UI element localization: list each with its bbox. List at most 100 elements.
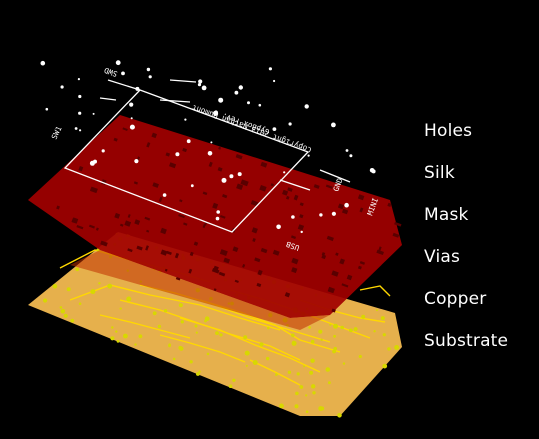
mask-opening xyxy=(335,252,339,256)
hole xyxy=(60,85,64,89)
mask-opening xyxy=(256,282,262,288)
mask-opening xyxy=(219,249,228,256)
via xyxy=(63,313,68,318)
mask-opening xyxy=(127,214,131,218)
hole xyxy=(319,213,323,217)
hole xyxy=(344,202,349,208)
mask-opening xyxy=(291,267,298,274)
via xyxy=(111,326,114,329)
mask-opening xyxy=(222,194,228,199)
via xyxy=(275,373,278,376)
mask-opening xyxy=(146,142,151,148)
via xyxy=(152,311,157,316)
hole xyxy=(238,85,243,90)
mask-opening xyxy=(234,279,239,283)
mask-opening xyxy=(331,308,336,313)
mask-opening xyxy=(392,232,400,238)
via xyxy=(90,289,96,295)
via xyxy=(138,334,143,339)
via xyxy=(329,323,332,326)
legend-holes-label: Holes xyxy=(424,121,473,141)
hole xyxy=(45,107,49,111)
mask-opening xyxy=(240,179,249,187)
via xyxy=(340,325,345,330)
mask-opening xyxy=(326,235,334,242)
hole xyxy=(130,117,133,120)
via xyxy=(178,345,183,350)
hole xyxy=(268,67,272,71)
via xyxy=(228,384,233,389)
mask-opening xyxy=(144,216,151,221)
hole xyxy=(162,193,167,197)
mask-opening xyxy=(232,246,239,253)
mask-layer-lower-band xyxy=(70,250,330,330)
mask-opening xyxy=(339,258,345,265)
mask-opening xyxy=(179,199,183,203)
mask-opening xyxy=(127,248,133,253)
via xyxy=(215,331,219,335)
via xyxy=(245,364,248,367)
mask-opening xyxy=(152,182,159,188)
hole xyxy=(121,71,125,76)
silk-swd-text: SWD xyxy=(102,65,118,78)
hole xyxy=(307,154,310,157)
mask-opening xyxy=(327,286,335,294)
via xyxy=(303,365,306,368)
hole xyxy=(247,101,250,105)
via xyxy=(387,347,391,351)
via xyxy=(333,323,338,329)
via xyxy=(310,358,315,363)
via xyxy=(134,343,137,346)
via xyxy=(168,344,171,348)
hole xyxy=(79,129,82,132)
hole xyxy=(258,103,262,107)
mask-opening xyxy=(250,200,259,207)
mask-opening xyxy=(299,202,304,207)
hole xyxy=(148,75,152,79)
via xyxy=(305,410,309,414)
mask-opening xyxy=(359,261,366,265)
via xyxy=(60,308,66,314)
mask-opening xyxy=(387,202,392,207)
hole xyxy=(115,60,121,66)
via xyxy=(308,326,311,329)
via xyxy=(206,352,210,356)
hole xyxy=(135,86,140,91)
mask-layer xyxy=(28,115,402,318)
via xyxy=(267,326,270,330)
via xyxy=(266,356,270,361)
mask-opening xyxy=(331,270,339,277)
mask-opening xyxy=(291,257,299,265)
via xyxy=(59,306,63,309)
hole xyxy=(210,141,213,144)
via xyxy=(98,282,101,285)
hole xyxy=(216,210,220,214)
mask-opening xyxy=(242,264,246,268)
hole xyxy=(213,110,219,116)
via xyxy=(252,360,258,365)
mask-opening xyxy=(290,235,297,240)
mask-opening xyxy=(188,268,193,274)
hole xyxy=(234,90,239,95)
via xyxy=(107,283,113,289)
hole xyxy=(175,152,180,157)
hole xyxy=(272,127,277,131)
hole xyxy=(276,224,281,230)
via xyxy=(380,316,385,321)
hole xyxy=(40,60,46,66)
mask-opening xyxy=(235,154,243,160)
mask-opening xyxy=(136,245,143,251)
mask-opening xyxy=(95,227,99,231)
hole xyxy=(92,112,95,115)
mask-opening xyxy=(119,223,124,227)
hole xyxy=(201,85,207,91)
via xyxy=(310,339,315,344)
via xyxy=(110,336,115,341)
via xyxy=(66,287,71,292)
via xyxy=(382,363,388,369)
hole xyxy=(74,127,78,130)
via xyxy=(349,328,353,333)
mask-opening xyxy=(133,181,138,185)
mask-opening xyxy=(259,185,267,192)
